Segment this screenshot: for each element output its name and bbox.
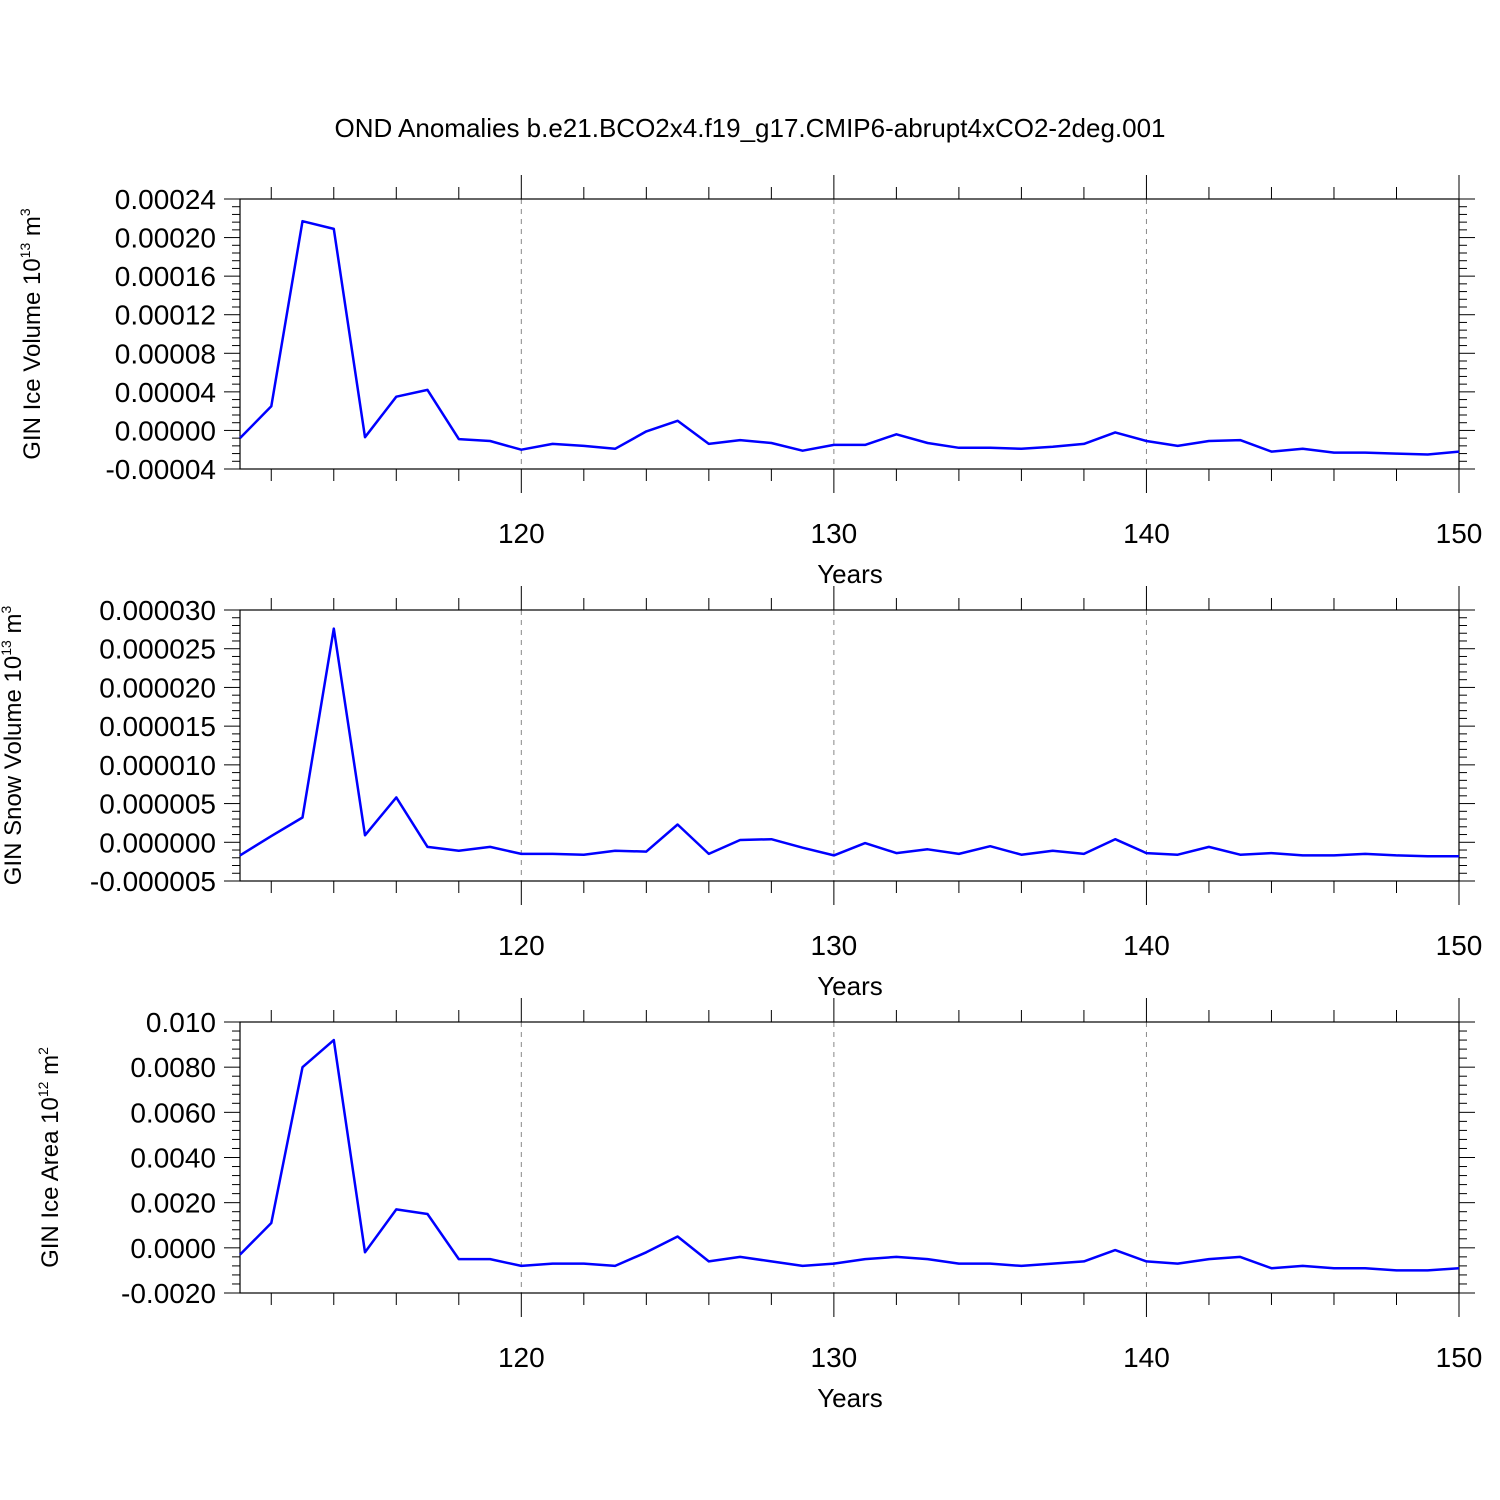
snow-volume-x-tick-label: 130 [811, 930, 858, 961]
ice-area-y-axis-label: GIN Ice Area 1012 m2 [35, 1047, 64, 1268]
ice-volume-y-tick-label: 0.00008 [115, 338, 216, 369]
chart-title: OND Anomalies b.e21.BCO2x4.f19_g17.CMIP6… [334, 113, 1165, 143]
ice-volume-y-tick-label: -0.00004 [105, 454, 216, 485]
ice-area-y-tick-label: 0.0080 [130, 1052, 216, 1083]
snow-volume-y-axis-label: GIN Snow Volume 1013 m3 [0, 606, 27, 886]
ice-volume-y-tick-label: 0.00000 [115, 415, 216, 446]
snow-volume-y-tick-label: 0.000010 [99, 750, 216, 781]
snow-volume-plot-frame [239, 609, 1460, 882]
ice-area-y-tick-label: -0.0020 [121, 1278, 216, 1309]
ice-area-y-tick-label: 0.0040 [130, 1143, 216, 1174]
snow-volume-y-tick-label: 0.000025 [99, 634, 216, 665]
ice-area-x-axis-label: Years [817, 1383, 883, 1413]
snow-volume-y-tick-label: 0.000000 [99, 827, 216, 858]
snow-volume-x-tick-label: 150 [1436, 930, 1483, 961]
ice-area-series-line [239, 1038, 1460, 1272]
snow-volume-y-tick-label: 0.000020 [99, 672, 216, 703]
snow-volume-y-tick-label: -0.000005 [90, 866, 216, 897]
snow-volume-x-axis-label: Years [817, 971, 883, 1001]
panel-snow-volume: -0.000005 0.000000 0.000005 0.000010 0.00001… [0, 586, 1482, 1001]
ice-volume-y-tick-label: 0.00020 [115, 223, 216, 254]
panel-ice-volume: -0.00004 0.00000 0.00004 0.00008 0.00012 0.00… [17, 175, 1482, 589]
ice-volume-series-line [239, 219, 1460, 456]
ice-volume-x-tick-label: 130 [811, 518, 858, 549]
ice-area-y-tick-label: 0.0020 [130, 1188, 216, 1219]
ice-volume-y-tick-label: 0.00016 [115, 261, 216, 292]
snow-volume-x-tick-label: 140 [1123, 930, 1170, 961]
ice-volume-plot-frame [239, 198, 1460, 470]
ice-area-x-tick-label: 140 [1123, 1342, 1170, 1373]
snow-volume-series-line [239, 627, 1459, 858]
ice-area-x-tick-label: 150 [1436, 1342, 1483, 1373]
ice-volume-y-tick-label: 0.00024 [115, 184, 216, 215]
snow-volume-x-tick-label: 120 [498, 930, 545, 961]
ice-volume-x-tick-label: 120 [498, 518, 545, 549]
ice-area-y-tick-label: 0.010 [146, 1007, 216, 1038]
snow-volume-y-tick-label: 0.000030 [99, 595, 216, 626]
ice-area-plot-frame [239, 1021, 1460, 1294]
ice-area-y-tick-label: 0.0060 [130, 1097, 216, 1128]
ice-volume-y-axis-label: GIN Ice Volume 1013 m3 [17, 208, 46, 460]
ice-area-x-tick-label: 130 [811, 1342, 858, 1373]
ice-volume-y-tick-label: 0.00012 [115, 300, 216, 331]
ice-volume-x-tick-label: 140 [1123, 518, 1170, 549]
ice-area-x-tick-label: 120 [498, 1342, 545, 1373]
snow-volume-y-tick-label: 0.000015 [99, 711, 216, 742]
ice-area-y-tick-label: 0.0000 [130, 1233, 216, 1264]
panel-ice-area: -0.0020 0.0000 0.0020 0.0040 0.0060 0.0080 0.0… [35, 998, 1482, 1413]
ice-volume-x-axis-label: Years [817, 559, 883, 589]
snow-volume-y-tick-label: 0.000005 [99, 789, 216, 820]
ice-volume-x-tick-label: 150 [1436, 518, 1483, 549]
ice-volume-y-tick-label: 0.00004 [115, 377, 216, 408]
